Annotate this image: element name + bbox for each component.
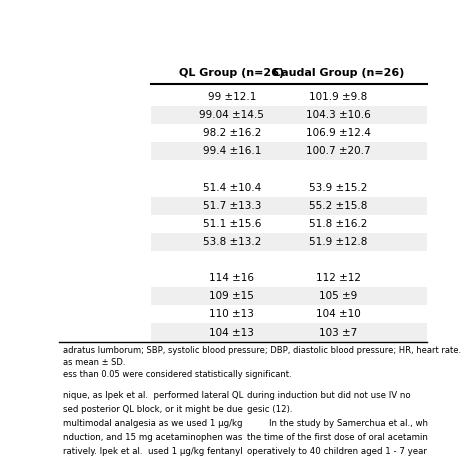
Text: 53.8 ±13.2: 53.8 ±13.2 [203, 237, 261, 247]
Text: adratus lumborum; SBP, systolic blood pressure; DBP, diastolic blood pressure; H: adratus lumborum; SBP, systolic blood pr… [63, 346, 461, 355]
Text: 51.9 ±12.8: 51.9 ±12.8 [309, 237, 368, 247]
Text: ess than 0.05 were considered statistically significant.: ess than 0.05 were considered statistica… [63, 370, 292, 379]
Text: 103 ±7: 103 ±7 [319, 328, 357, 337]
Text: 99 ±12.1: 99 ±12.1 [208, 92, 256, 102]
Text: 51.4 ±10.4: 51.4 ±10.4 [203, 182, 261, 192]
Text: 100.7 ±20.7: 100.7 ±20.7 [306, 146, 371, 156]
Text: operatively to 40 children aged 1 - 7 year: operatively to 40 children aged 1 - 7 ye… [246, 447, 427, 456]
Text: 53.9 ±15.2: 53.9 ±15.2 [309, 182, 368, 192]
Bar [151, 287, 427, 305]
Bar [151, 142, 427, 160]
Text: 51.7 ±13.3: 51.7 ±13.3 [203, 201, 261, 210]
Text: 99.4 ±16.1: 99.4 ±16.1 [203, 146, 261, 156]
Text: 109 ±15: 109 ±15 [210, 291, 255, 301]
Text: QL Group (n=26): QL Group (n=26) [179, 68, 284, 78]
Text: ratively. Ipek et al.  used 1 μg/kg fentanyl: ratively. Ipek et al. used 1 μg/kg fenta… [63, 447, 243, 456]
Text: 55.2 ±15.8: 55.2 ±15.8 [309, 201, 368, 210]
Text: sed posterior QL block, or it might be due: sed posterior QL block, or it might be d… [63, 405, 243, 414]
Bar [151, 323, 427, 342]
Text: 104 ±10: 104 ±10 [316, 310, 361, 319]
Text: Caudal Group (n=26): Caudal Group (n=26) [273, 68, 404, 78]
Text: 104.3 ±10.6: 104.3 ±10.6 [306, 110, 371, 120]
Bar [151, 233, 427, 251]
Text: 105 ±9: 105 ±9 [319, 291, 357, 301]
Text: 99.04 ±14.5: 99.04 ±14.5 [200, 110, 264, 120]
Text: gesic (12).: gesic (12). [246, 405, 292, 414]
Text: as mean ± SD.: as mean ± SD. [63, 358, 126, 367]
Text: 106.9 ±12.4: 106.9 ±12.4 [306, 128, 371, 138]
Text: 51.1 ±15.6: 51.1 ±15.6 [203, 219, 261, 229]
Text: 51.8 ±16.2: 51.8 ±16.2 [309, 219, 368, 229]
Bar [151, 106, 427, 124]
Text: multimodal analgesia as we used 1 μg/kg: multimodal analgesia as we used 1 μg/kg [63, 419, 242, 428]
Text: 101.9 ±9.8: 101.9 ±9.8 [310, 92, 367, 102]
Text: 114 ±16: 114 ±16 [210, 273, 255, 283]
Bar [151, 197, 427, 215]
Text: the time of the first dose of oral acetamin: the time of the first dose of oral aceta… [246, 433, 428, 442]
Text: nduction, and 15 mg acetaminophen was: nduction, and 15 mg acetaminophen was [63, 433, 242, 442]
Text: 104 ±13: 104 ±13 [210, 328, 255, 337]
Text: during induction but did not use IV no: during induction but did not use IV no [246, 391, 410, 400]
Text: In the study by Samerchua et al., wh: In the study by Samerchua et al., wh [246, 419, 428, 428]
Text: 110 ±13: 110 ±13 [210, 310, 255, 319]
Text: 112 ±12: 112 ±12 [316, 273, 361, 283]
Text: nique, as Ipek et al.  performed lateral QL: nique, as Ipek et al. performed lateral … [63, 391, 243, 400]
Text: 98.2 ±16.2: 98.2 ±16.2 [203, 128, 261, 138]
